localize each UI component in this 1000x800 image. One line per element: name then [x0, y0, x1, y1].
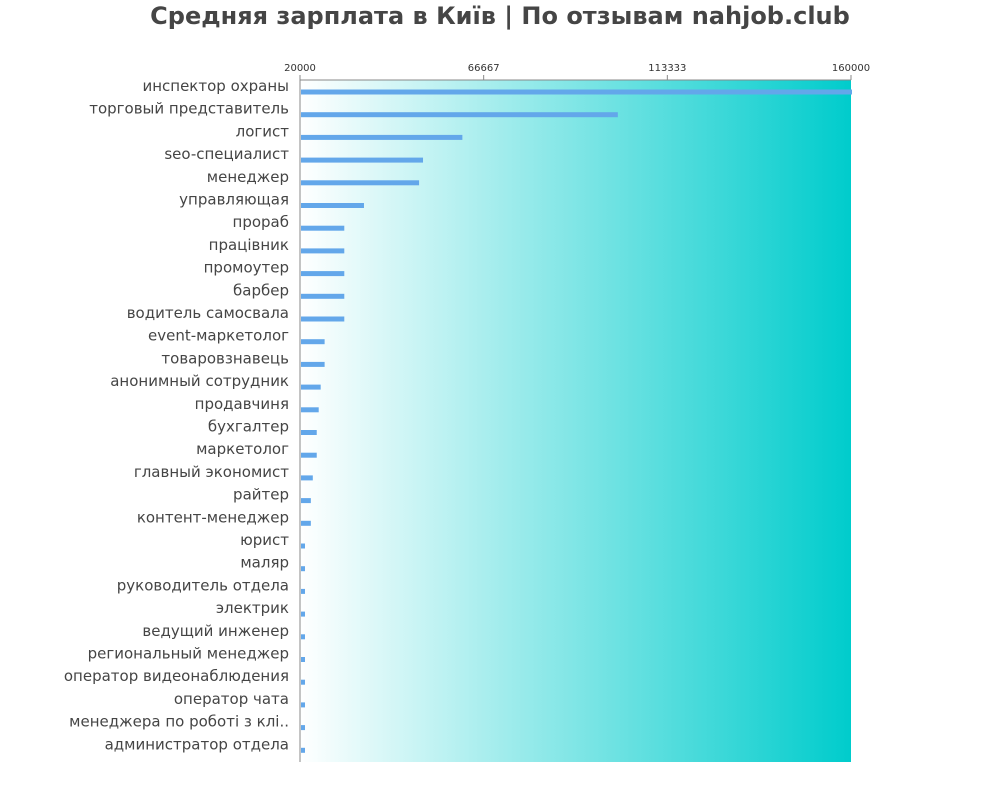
bar	[301, 657, 305, 662]
bar	[301, 748, 305, 753]
bar	[301, 203, 364, 208]
bar	[301, 294, 344, 299]
category-label: маркетолог	[196, 440, 289, 458]
bar	[301, 180, 419, 185]
category-label: менеджера по роботі з клі..	[69, 713, 289, 731]
category-label: руководитель отдела	[117, 576, 289, 594]
category-label: оператор чата	[174, 690, 289, 708]
category-label: главный экономист	[134, 463, 289, 481]
bar	[301, 430, 317, 435]
bar	[301, 589, 305, 594]
bar	[301, 680, 305, 685]
category-label: райтер	[233, 486, 289, 504]
bar	[301, 453, 317, 458]
category-label: seo-специалист	[164, 145, 289, 163]
category-label: ведущий инженер	[142, 622, 289, 640]
bar	[301, 566, 305, 571]
bar	[301, 544, 305, 549]
category-label: региональный менеджер	[88, 645, 289, 663]
category-label: электрик	[216, 599, 289, 617]
bar	[301, 702, 305, 707]
category-label: инспектор охраны	[142, 77, 289, 95]
bar	[301, 475, 313, 480]
bar	[301, 612, 305, 617]
bar	[301, 725, 305, 730]
category-label: маляр	[240, 554, 289, 572]
bar	[301, 158, 423, 163]
bar	[301, 521, 311, 526]
category-label: торговый представитель	[89, 100, 289, 118]
x-tick-label: 66667	[468, 63, 500, 74]
bar	[301, 407, 319, 412]
bar	[301, 385, 321, 390]
x-tick-label: 20000	[284, 63, 316, 74]
category-label: продавчиня	[195, 395, 289, 413]
category-label: промоутер	[204, 259, 289, 277]
category-label: логист	[236, 122, 290, 140]
category-label: працівник	[209, 236, 289, 254]
bar	[301, 112, 618, 117]
category-label: управляющая	[179, 191, 289, 209]
bar	[301, 90, 852, 95]
category-label: анонимный сотрудник	[110, 372, 289, 390]
bar	[301, 271, 344, 276]
bar	[301, 498, 311, 503]
category-label: юрист	[240, 531, 289, 549]
category-label: администратор отдела	[105, 735, 289, 753]
category-label: оператор видеонаблюдения	[64, 667, 289, 685]
x-tick-label: 160000	[832, 63, 870, 74]
category-label: товаровзнавець	[161, 349, 289, 367]
bar	[301, 135, 462, 140]
category-label: event-маркетолог	[148, 327, 289, 345]
bar	[301, 339, 325, 344]
category-label: прораб	[233, 213, 289, 231]
bar	[301, 634, 305, 639]
category-label: контент-менеджер	[137, 508, 289, 526]
category-label: водитель самосвала	[127, 304, 289, 322]
bar	[301, 317, 344, 322]
category-label: менеджер	[207, 168, 289, 186]
bar	[301, 362, 325, 367]
category-label: барбер	[233, 281, 289, 299]
x-tick-label: 113333	[648, 63, 686, 74]
bar	[301, 226, 344, 231]
category-label: бухгалтер	[208, 418, 289, 436]
bar	[301, 248, 344, 253]
